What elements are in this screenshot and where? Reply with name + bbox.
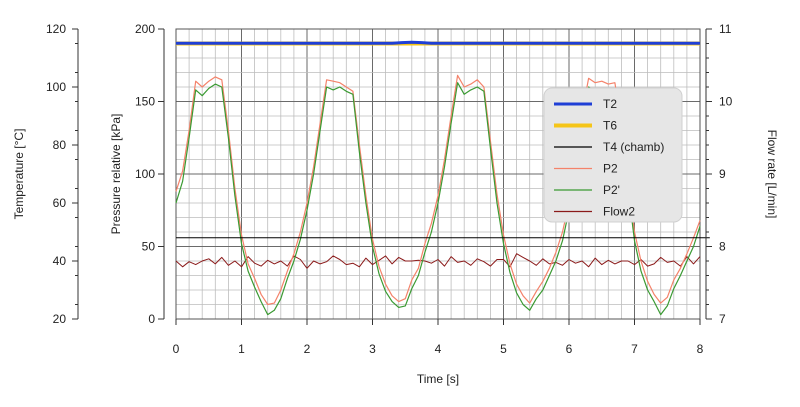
- temperature-tick-label: 20: [53, 312, 67, 326]
- temperature-tick-label: 120: [46, 22, 66, 36]
- pressure-tick-label: 100: [135, 167, 155, 181]
- legend-box: [543, 87, 683, 223]
- temperature-tick-label: 40: [53, 254, 67, 268]
- x-tick-label: 0: [173, 342, 180, 356]
- series-line-p2: [175, 74, 701, 306]
- series-line-flow2: [175, 253, 701, 269]
- temperature-tick-label: 60: [53, 196, 67, 210]
- axes: 0 1 2 3 4 5 6 7 80501001502002040608010012078910…: [46, 22, 733, 356]
- x-axis-title: Time [s]: [417, 372, 459, 386]
- pressure-tick-label: 150: [135, 95, 155, 109]
- x-tick-label: 7: [631, 342, 638, 356]
- pressure-tick-label: 50: [142, 240, 156, 254]
- x-tick-label: 8: [697, 342, 704, 356]
- flow-tick-label: 10: [719, 95, 733, 109]
- x-tick-label: 4: [435, 342, 442, 356]
- legend-label-t2: T2: [603, 97, 617, 111]
- x-tick-label: 3: [369, 342, 376, 356]
- legend: T2 T6 T4 (chamb) P2 P2' Flow2: [543, 87, 683, 223]
- legend-label-t6: T6: [603, 119, 617, 133]
- temperature-axis-title: Temperature [°C]: [12, 129, 26, 220]
- temperature-tick-label: 80: [53, 138, 67, 152]
- legend-label-t4-chamb: T4 (chamb): [603, 140, 664, 154]
- x-tick-label: 1: [238, 342, 245, 356]
- flow-tick-label: 9: [719, 167, 726, 181]
- pressure-tick-label: 200: [135, 22, 155, 36]
- legend-label-p2: P2: [603, 162, 618, 176]
- pressure-tick-label: 0: [148, 312, 155, 326]
- temperature-tick-label: 100: [46, 80, 66, 94]
- x-tick-label: 6: [566, 342, 573, 356]
- pressure-axis-title: Pressure relative [kPa]: [109, 114, 123, 235]
- legend-label-p2: P2': [603, 183, 620, 197]
- flow-axis-title: Flow rate [L/min]: [765, 130, 779, 219]
- x-tick-label: 2: [304, 342, 311, 356]
- flow-tick-label: 8: [719, 240, 726, 254]
- x-tick-label: 5: [500, 342, 507, 356]
- series-line-t2: [176, 40, 700, 45]
- flow-tick-label: 11: [719, 22, 732, 36]
- flow-tick-label: 7: [719, 312, 726, 326]
- legend-label-flow2: Flow2: [603, 205, 635, 219]
